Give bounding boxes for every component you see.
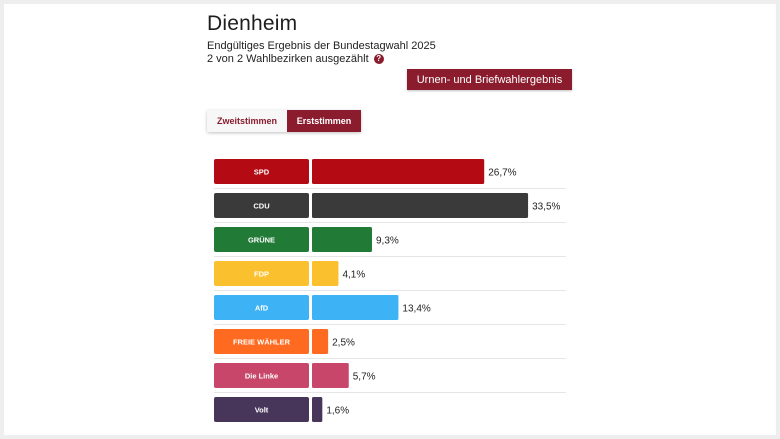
value-label-die-linke: 5,7% <box>353 372 376 383</box>
value-label-spd: 26,7% <box>488 168 516 179</box>
party-label-box-freie-wähler <box>214 329 309 354</box>
results-card <box>4 4 776 435</box>
counting-status: 2 von 2 Wahlbezirken ausgezählt ? <box>207 53 384 65</box>
party-label-volt: Volt <box>255 406 269 415</box>
party-label-afd: AfD <box>255 304 269 313</box>
party-label-grüne: GRÜNE <box>248 236 275 245</box>
party-label-box-die-linke <box>214 363 309 388</box>
value-label-freie-wähler: 2,5% <box>332 338 355 349</box>
party-label-box-cdu <box>214 193 309 218</box>
bar-fdp <box>312 261 339 286</box>
value-label-afd: 13,4% <box>402 304 430 315</box>
bar-grüne <box>312 227 372 252</box>
party-label-die-linke: Die Linke <box>245 372 278 381</box>
value-label-volt: 1,6% <box>326 406 349 417</box>
party-label-cdu: CDU <box>253 202 269 211</box>
party-label-box-volt <box>214 397 309 422</box>
bar-die-linke <box>312 363 349 388</box>
party-label-box-fdp <box>214 261 309 286</box>
party-label-box-spd <box>214 159 309 184</box>
party-label-box-grüne <box>214 227 309 252</box>
question-circle-icon[interactable]: ? <box>373 54 384 64</box>
bar-cdu <box>312 193 529 218</box>
value-label-fdp: 4,1% <box>342 270 365 281</box>
urnen-briefwahl-button[interactable]: Urnen- und Briefwahlergebnis <box>407 69 572 90</box>
bar-volt <box>312 397 323 422</box>
bar-afd <box>312 295 399 320</box>
counting-status-text: 2 von 2 Wahlbezirken ausgezählt <box>207 53 369 65</box>
bar-freie-wähler <box>312 329 329 354</box>
party-label-freie-wähler: FREIE WÄHLER <box>233 338 291 347</box>
election-subtitle: Endgültiges Ergebnis der Bundestagwahl 2… <box>207 40 436 52</box>
tab-erststimmen[interactable]: Erststimmen <box>287 110 361 132</box>
party-label-box-afd <box>214 295 309 320</box>
value-label-cdu: 33,5% <box>532 202 560 213</box>
vote-type-tabs: Zweitstimmen Erststimmen <box>207 110 361 132</box>
bar-spd <box>312 159 485 184</box>
page-title: Dienheim <box>207 12 298 35</box>
value-label-grüne: 9,3% <box>376 236 399 247</box>
tab-zweitstimmen[interactable]: Zweitstimmen <box>207 110 287 132</box>
party-label-fdp: FDP <box>254 270 269 279</box>
party-label-spd: SPD <box>254 168 270 177</box>
